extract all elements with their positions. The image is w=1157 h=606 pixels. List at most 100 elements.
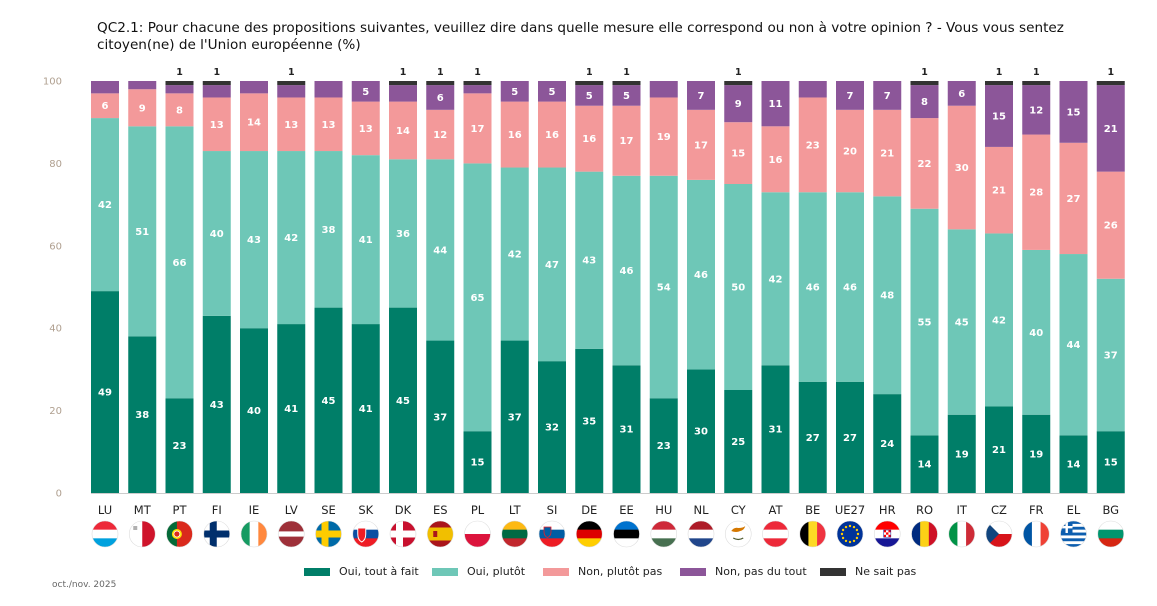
legend-swatch xyxy=(304,567,330,576)
data-label: 37 xyxy=(1104,350,1118,361)
x-tick-label: DK xyxy=(395,503,412,517)
data-label: 40 xyxy=(1029,328,1043,339)
chart-title: QC2.1: Pour chacune des propositions sui… xyxy=(97,20,1064,53)
legend-swatch xyxy=(680,567,706,576)
data-label: 1 xyxy=(474,67,481,78)
bar-segment-ne-sait-pas-ro xyxy=(910,81,939,86)
bar-segment-non-plutot-pas-ee xyxy=(612,105,641,176)
bar-segment-ne-sait-pas-cz xyxy=(985,81,1013,86)
bar-segment-non-pas-du-tout-nl xyxy=(687,81,715,110)
bar-segment-oui-plutot-fr xyxy=(1022,249,1051,415)
data-label: 19 xyxy=(657,132,671,143)
bar-segment-non-pas-du-tout-hu xyxy=(649,81,678,98)
bar-segment-non-pas-du-tout-de xyxy=(575,85,604,106)
greece-flag xyxy=(1060,520,1087,548)
data-label: 16 xyxy=(508,130,522,141)
bar-segment-non-pas-du-tout-ie xyxy=(240,81,268,94)
bar-segment-non-plutot-pas-hr xyxy=(873,109,902,197)
bar-segment-ne-sait-pas-es xyxy=(426,81,455,86)
bar-segment-non-plutot-pas-at xyxy=(761,126,790,193)
france-flag xyxy=(1022,520,1050,548)
legend-label: Oui, plutôt xyxy=(467,565,526,578)
bar-segment-non-pas-du-tout-dk xyxy=(389,85,417,102)
data-label: 15 xyxy=(992,112,1006,123)
bar-segment-non-pas-du-tout-ue27 xyxy=(836,81,864,110)
bar-segment-non-plutot-pas-si xyxy=(538,101,566,168)
bar-segment-non-pas-du-tout-be xyxy=(798,81,827,98)
data-label: 11 xyxy=(769,99,783,110)
data-label: 14 xyxy=(396,126,410,137)
bar-segment-oui-plutot-nl xyxy=(687,179,715,370)
data-label: 41 xyxy=(359,235,373,246)
data-label: 15 xyxy=(731,149,745,160)
data-label: 1 xyxy=(400,67,407,78)
bar-segment-non-plutot-pas-lt xyxy=(500,101,529,168)
bar-segment-ne-sait-pas-pt xyxy=(165,81,194,86)
bar-segment-oui-plutot-it xyxy=(947,229,976,415)
y-tick-label: 0 xyxy=(56,489,62,500)
bar-segment-non-plutot-pas-ro xyxy=(910,118,939,209)
bar-segment-oui-plutot-be xyxy=(798,192,827,382)
bar-segment-oui-plutot-hr xyxy=(873,196,902,395)
bar-segment-oui-plutot-de xyxy=(575,171,604,349)
data-label: 47 xyxy=(545,260,559,271)
bulgaria-flag xyxy=(1097,520,1125,548)
bar-segment-non-plutot-pas-hu xyxy=(649,97,678,176)
bar-segment-non-pas-du-tout-lv xyxy=(277,85,306,98)
legend-swatch xyxy=(432,567,458,576)
bar-segment-oui-plutot-ue27 xyxy=(836,192,864,382)
spain-flag xyxy=(426,520,454,548)
data-label: 7 xyxy=(847,91,854,102)
x-tick-label: EL xyxy=(1067,503,1081,517)
bar-segment-non-plutot-pas-nl xyxy=(687,109,715,180)
data-label: 26 xyxy=(1104,221,1118,232)
bar-segment-oui-tout-a-fait-bg xyxy=(1096,431,1125,493)
data-label: 38 xyxy=(322,225,336,236)
legend-label: Oui, tout à fait xyxy=(339,565,419,578)
data-label: 65 xyxy=(471,293,485,304)
x-tick-label: SE xyxy=(321,503,336,517)
bar-segment-oui-plutot-pl xyxy=(463,163,492,432)
estonia-flag xyxy=(613,520,640,548)
bar-segment-oui-tout-a-fait-dk xyxy=(389,307,417,493)
bar-segment-oui-plutot-cz xyxy=(985,233,1013,407)
bar-segment-non-pas-du-tout-lt xyxy=(500,81,529,102)
bar-segment-non-plutot-pas-mt xyxy=(128,89,157,127)
bar-segment-non-plutot-pas-it xyxy=(947,105,976,230)
data-label: 1 xyxy=(996,67,1003,78)
data-label: 1 xyxy=(921,67,928,78)
data-label: 1 xyxy=(176,67,183,78)
data-label: 15 xyxy=(471,458,485,469)
bar-segment-oui-plutot-at xyxy=(761,192,790,366)
data-label: 42 xyxy=(769,274,783,285)
bar-segment-oui-tout-a-fait-pt xyxy=(165,398,194,493)
bar-segment-non-pas-du-tout-hr xyxy=(873,81,902,110)
data-label: 46 xyxy=(843,283,857,294)
bar-segment-non-pas-du-tout-pl xyxy=(463,85,492,94)
data-label: 5 xyxy=(549,87,556,98)
data-label: 20 xyxy=(843,147,857,158)
data-label: 42 xyxy=(98,200,112,211)
data-label: 17 xyxy=(694,140,708,151)
bar-segment-oui-tout-a-fait-nl xyxy=(687,369,715,493)
croatia-flag xyxy=(873,520,901,548)
bar-segment-oui-plutot-si xyxy=(538,167,566,362)
data-label: 40 xyxy=(210,229,224,240)
data-label: 54 xyxy=(657,283,671,294)
bar-segment-oui-tout-a-fait-at xyxy=(761,365,790,493)
bar-segment-non-plutot-pas-ue27 xyxy=(836,109,864,193)
data-label: 16 xyxy=(582,134,596,145)
data-label: 1 xyxy=(623,67,630,78)
x-tick-label: LU xyxy=(98,503,112,517)
bar-segment-non-plutot-pas-fr xyxy=(1022,134,1051,250)
legend-item-non-pas-du-tout: Non, pas du tout xyxy=(680,565,807,578)
bar-segment-non-plutot-pas-de xyxy=(575,105,604,172)
bar-segment-non-plutot-pas-fi xyxy=(202,97,231,152)
data-label: 9 xyxy=(735,99,742,110)
data-label: 45 xyxy=(322,396,336,407)
data-label: 21 xyxy=(1104,124,1118,135)
x-tick-label: ES xyxy=(433,503,448,517)
data-label: 13 xyxy=(359,124,373,135)
data-label: 42 xyxy=(284,233,298,244)
